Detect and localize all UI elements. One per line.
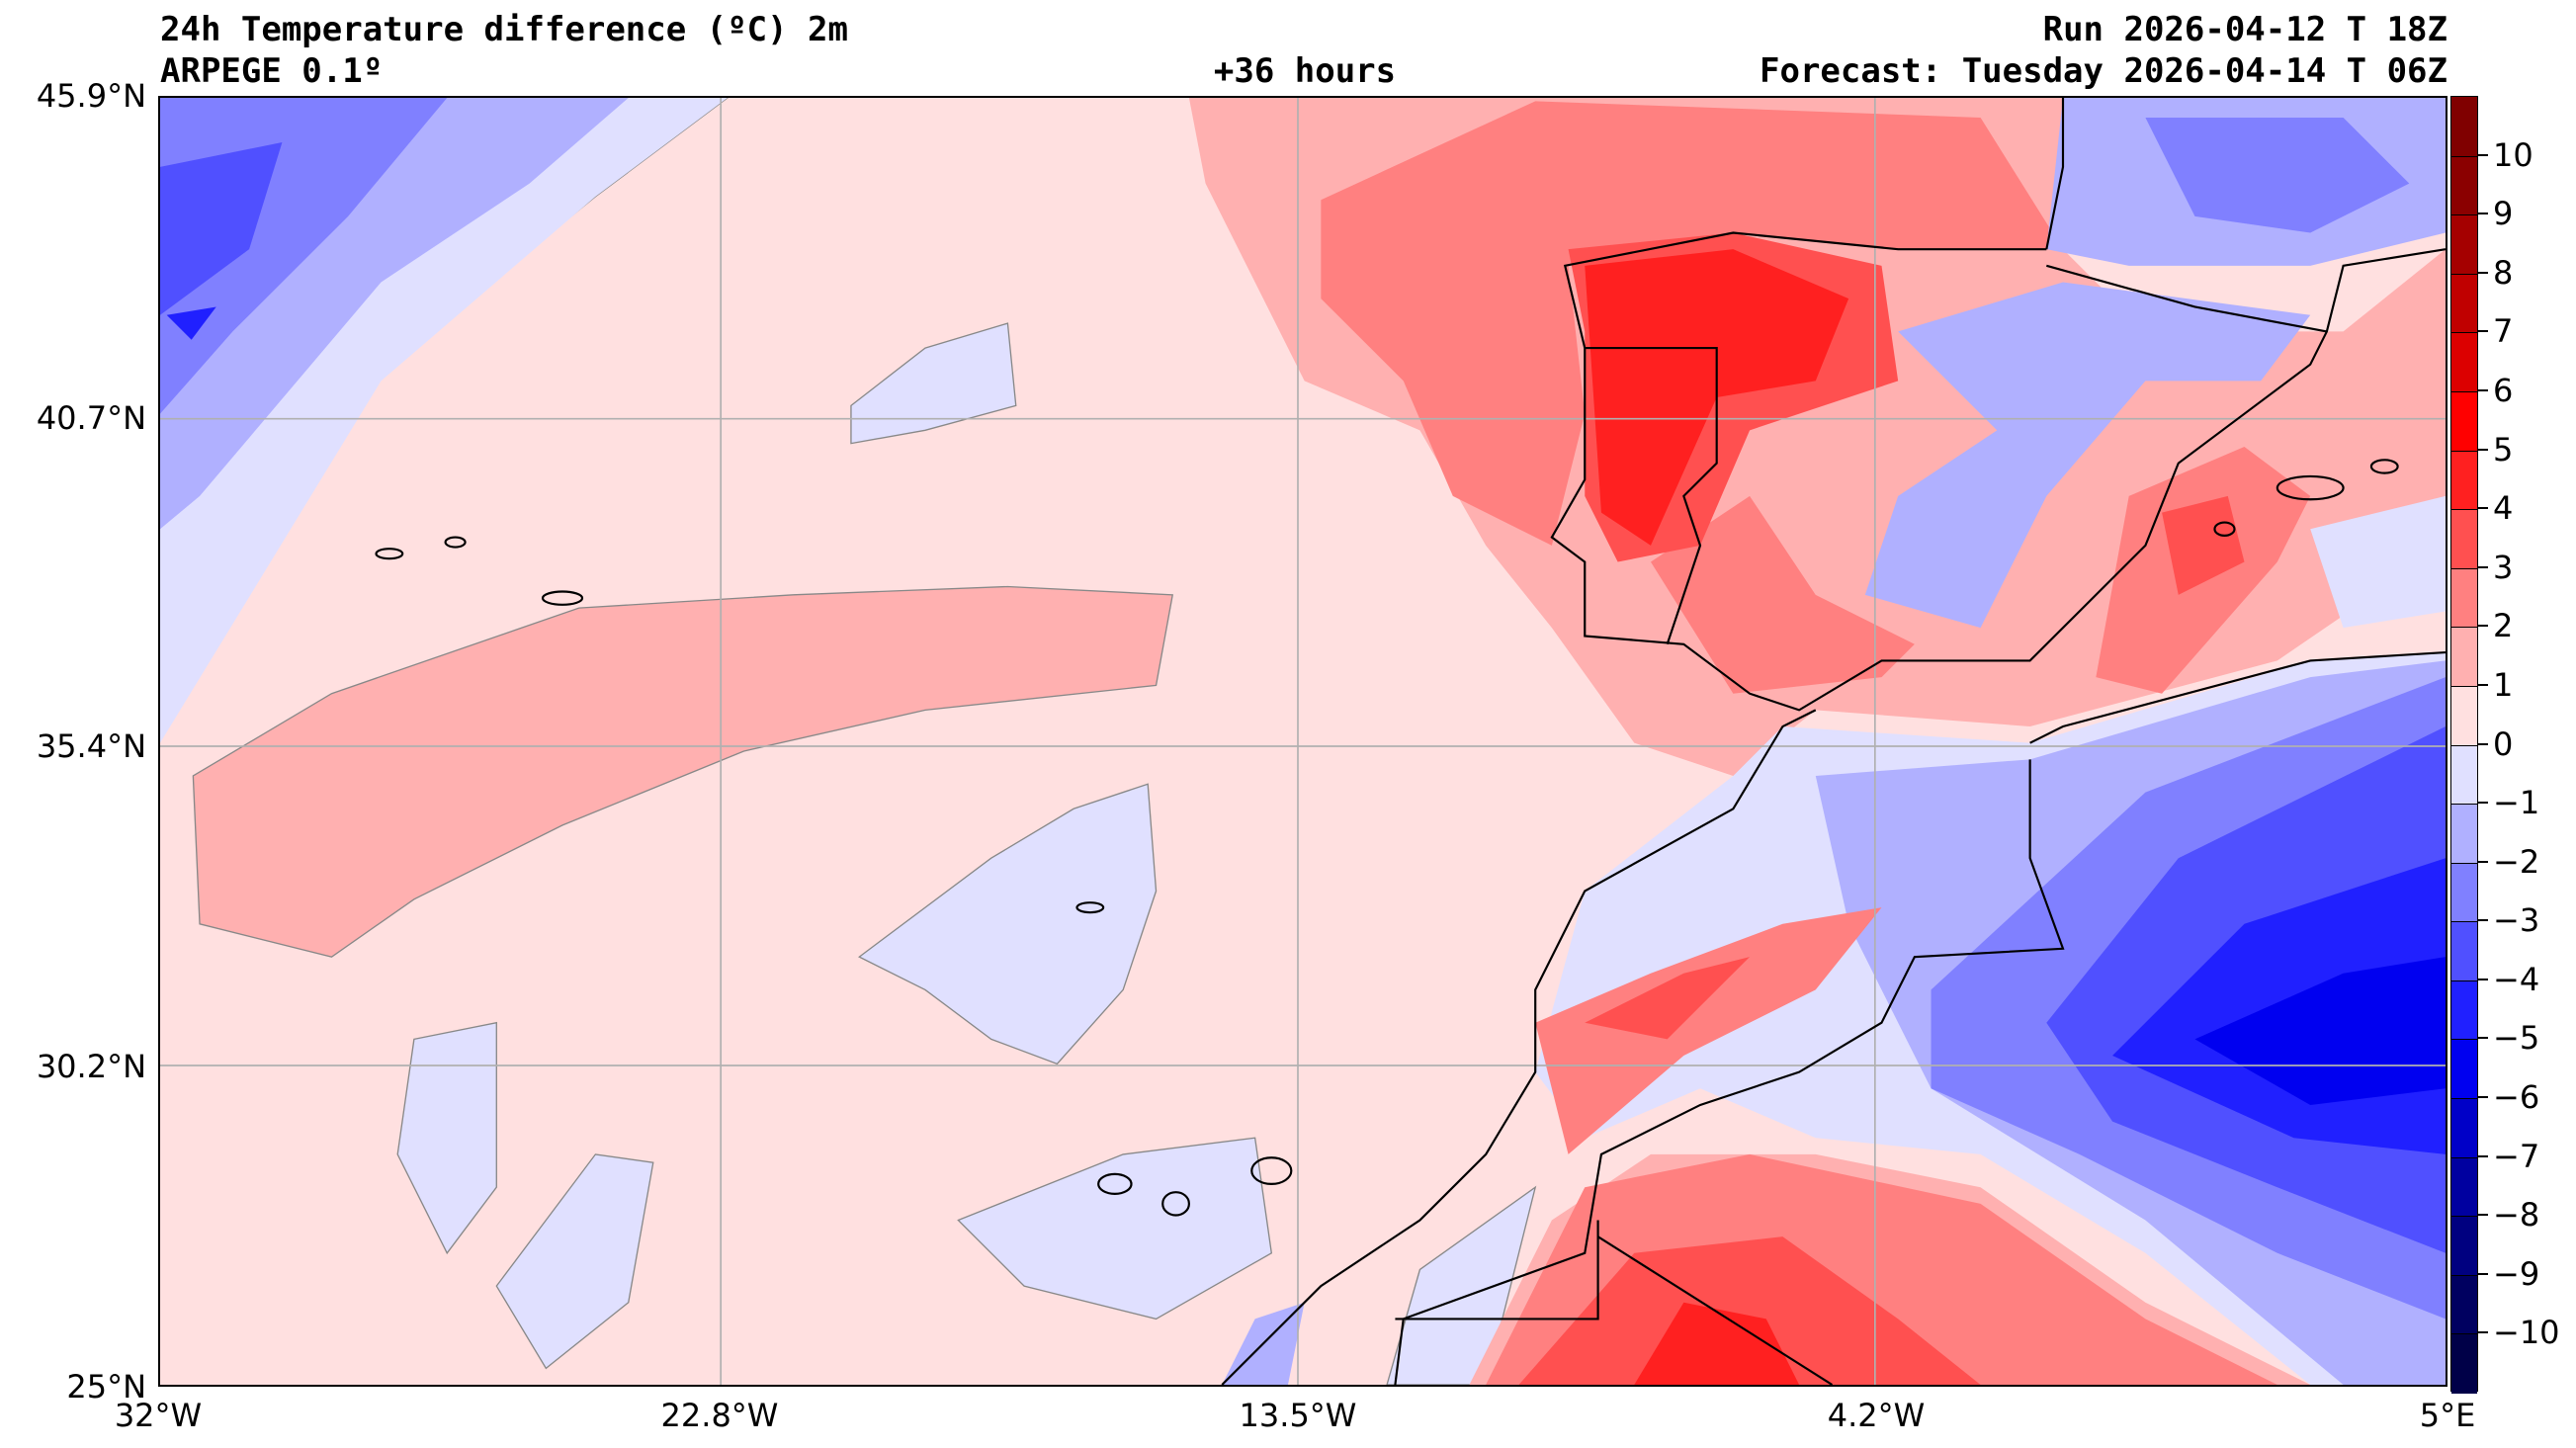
colorbar-segment — [2451, 450, 2477, 511]
colorbar-segment — [2451, 509, 2477, 569]
colorbar-tick-mark — [2478, 1272, 2488, 1275]
colorbar-tick-label: 3 — [2493, 548, 2514, 586]
lat-label: 30.2°N — [36, 1048, 146, 1085]
france-coast — [2045, 98, 2065, 250]
colorbar-tick-mark — [2478, 1037, 2488, 1040]
colorbar-segment — [2451, 1333, 2477, 1394]
colorbar-tick-label: −4 — [2493, 960, 2540, 998]
colorbar-segment — [2451, 804, 2477, 864]
colorbar-tick-mark — [2478, 625, 2488, 628]
coastlines — [375, 98, 2446, 1385]
colorbar-tick-label: −1 — [2493, 784, 2540, 822]
colorbar-segment — [2451, 685, 2477, 746]
colorbar-segment — [2451, 332, 2477, 392]
colorbar-segment — [2451, 1098, 2477, 1158]
map-canvas — [160, 98, 2446, 1385]
africa-coast — [2029, 651, 2446, 744]
lead-time: +36 hours — [1213, 51, 1397, 91]
map-title: 24h Temperature difference (ºC) 2m — [160, 10, 848, 49]
colorbar-segment — [2451, 155, 2477, 216]
colorbar-tick-label: −8 — [2493, 1196, 2540, 1235]
colorbar-tick-mark — [2478, 978, 2488, 980]
colorbar-segment — [2451, 1156, 2477, 1218]
colorbar-tick-mark — [2478, 388, 2488, 391]
lon-label: 4.2°W — [1827, 1397, 1926, 1434]
colorbar-tick-label: 7 — [2493, 312, 2514, 351]
lon-label: 13.5°W — [1239, 1397, 1357, 1434]
colorbar-tick-mark — [2478, 683, 2488, 686]
colorbar-tick-mark — [2478, 802, 2488, 805]
lon-label: 22.8°W — [660, 1397, 779, 1434]
colorbar-segment — [2451, 921, 2477, 981]
lat-label: 45.9°N — [36, 77, 146, 115]
colorbar-tick-mark — [2478, 153, 2488, 156]
colorbar — [2450, 96, 2478, 1394]
colorbar-tick-label: −7 — [2493, 1137, 2540, 1175]
colorbar-tick-label: 9 — [2493, 195, 2514, 233]
colorbar-tick-mark — [2478, 565, 2488, 568]
ocean-cold-nw — [160, 98, 729, 743]
colorbar-segment — [2451, 390, 2477, 452]
lon-label: 5°E — [2419, 1397, 2476, 1434]
colorbar-segment — [2451, 214, 2477, 275]
colorbar-tick-mark — [2478, 507, 2488, 510]
colorbar-tick-mark — [2478, 330, 2488, 333]
colorbar-tick-label: −5 — [2493, 1019, 2540, 1058]
colorbar-segment — [2451, 862, 2477, 923]
colorbar-tick-label: −10 — [2493, 1314, 2560, 1352]
lat-label: 25°N — [66, 1368, 146, 1405]
morocco-algeria-border — [1394, 759, 2065, 1385]
sahara-border — [1395, 1220, 1599, 1320]
lat-label: 40.7°N — [36, 399, 146, 437]
colorbar-segment — [2451, 980, 2477, 1041]
colorbar-tick-label: 6 — [2493, 371, 2514, 409]
colorbar-segment — [2451, 97, 2477, 157]
portugal-border — [1585, 346, 1718, 645]
colorbar-tick-mark — [2478, 919, 2488, 922]
colorbar-tick-label: 1 — [2493, 665, 2514, 704]
ocean-cool-patches — [396, 322, 1537, 1385]
colorbar-tick-label: 8 — [2493, 253, 2514, 292]
colorbar-segment — [2451, 273, 2477, 334]
colorbar-tick-mark — [2478, 860, 2488, 863]
colorbar-segment — [2451, 744, 2477, 806]
africa-field — [1469, 652, 2446, 1385]
colorbar-segment — [2451, 627, 2477, 687]
colorbar-tick-mark — [2478, 1331, 2488, 1334]
run-time: Run 2026-04-12 T 18Z — [2042, 10, 2447, 49]
pyrenees-border — [2046, 264, 2328, 333]
grid-lines — [160, 98, 2446, 1385]
colorbar-tick-mark — [2478, 448, 2488, 451]
colorbar-tick-label: 5 — [2493, 430, 2514, 468]
colorbar-tick-mark — [2478, 271, 2488, 274]
colorbar-tick-mark — [2478, 1154, 2488, 1157]
ocean-warm-band — [192, 585, 1174, 958]
temperature-map — [158, 96, 2447, 1387]
colorbar-tick-label: 0 — [2493, 724, 2514, 763]
iberia-coast — [1550, 231, 2446, 712]
colorbar-tick-label: −6 — [2493, 1078, 2540, 1117]
colorbar-tick-label: −3 — [2493, 901, 2540, 940]
europe-warm — [1188, 98, 2446, 776]
colorbar-tick-label: −2 — [2493, 842, 2540, 881]
mauritania-border — [1597, 1235, 1834, 1385]
colorbar-tick-mark — [2478, 1214, 2488, 1217]
colorbar-tick-label: 10 — [2493, 135, 2533, 174]
colorbar-segment — [2451, 1216, 2477, 1276]
colorbar-segment — [2451, 1274, 2477, 1335]
colorbar-tick-mark — [2478, 742, 2488, 745]
model-name: ARPEGE 0.1º — [160, 51, 384, 91]
lat-label: 35.4°N — [36, 727, 146, 765]
colorbar-tick-label: 2 — [2493, 607, 2514, 645]
lon-label: 32°W — [114, 1397, 203, 1434]
colorbar-tick-mark — [2478, 213, 2488, 215]
africa-coast — [1221, 709, 1817, 1385]
colorbar-segment — [2451, 1039, 2477, 1100]
forecast-time: Forecast: Tuesday 2026-04-14 T 06Z — [1760, 51, 2447, 91]
colorbar-tick-label: −9 — [2493, 1254, 2540, 1293]
colorbar-segment — [2451, 567, 2477, 629]
colorbar-tick-label: 4 — [2493, 489, 2514, 528]
colorbar-tick-mark — [2478, 1096, 2488, 1099]
